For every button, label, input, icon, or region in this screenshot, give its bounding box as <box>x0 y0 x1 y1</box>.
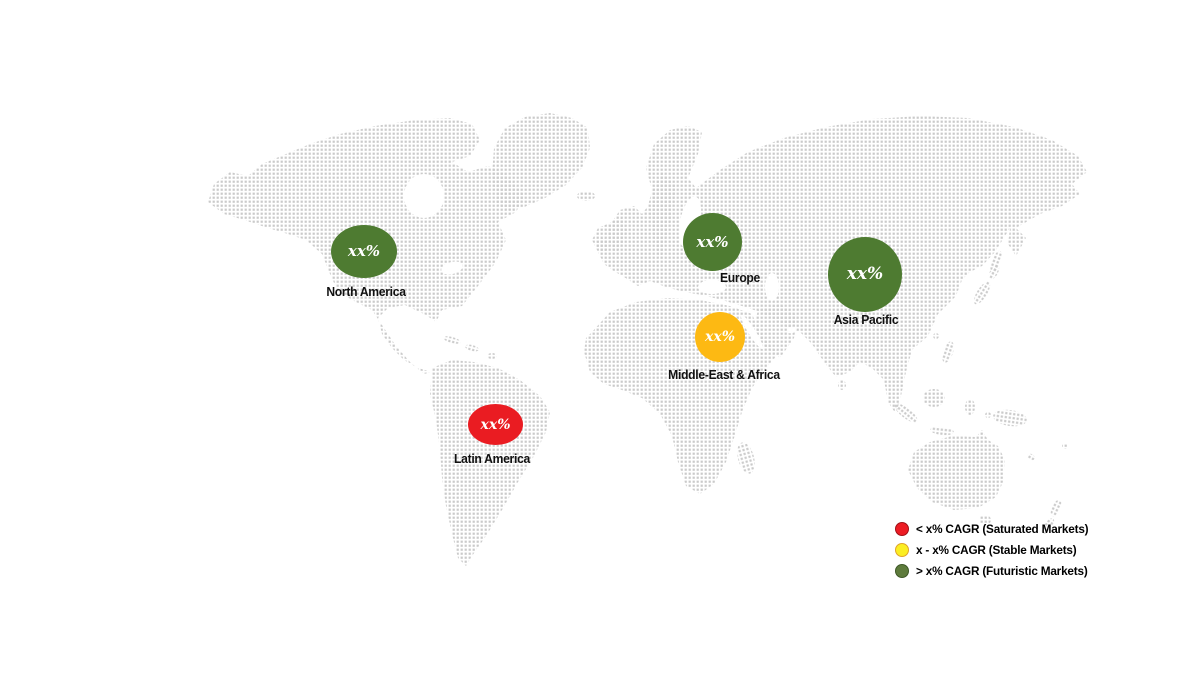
islands-philippines <box>942 341 954 363</box>
legend-item-stable-markets: x - x% CAGR (Stable Markets) <box>895 543 1092 557</box>
water-persian-gulf <box>787 326 797 334</box>
legend-dot-stable-icon <box>895 543 909 557</box>
island-new-zealand-north <box>1050 499 1062 517</box>
region-cagr-value-north-america: xx% <box>347 242 381 260</box>
legend-label-saturated: < x% CAGR (Saturated Markets) <box>916 522 1089 536</box>
island-fiji <box>1062 443 1068 449</box>
region-cagr-value-latin-america: xx% <box>480 416 511 433</box>
islands-caribbean <box>443 336 461 344</box>
region-label-north-america: North America <box>326 285 406 299</box>
region-label-latin-america: Latin America <box>454 452 530 466</box>
region-cagr-value-asia-pacific: xx% <box>846 264 884 284</box>
island-sulawesi <box>965 399 975 415</box>
island-taiwan <box>933 333 939 339</box>
water-red-sea <box>740 314 764 350</box>
island-java <box>930 426 954 436</box>
region-bubble-latin-america: xx% <box>468 404 523 445</box>
island-iceland <box>577 191 595 201</box>
islands-caribbean-2 <box>465 344 479 352</box>
island-sri-lanka <box>838 380 846 390</box>
legend-dot-futuristic-icon <box>895 564 909 578</box>
peninsula-scandinavia <box>650 172 676 262</box>
region-bubble-middle-east-africa: xx% <box>695 312 745 362</box>
island-ireland <box>597 238 609 252</box>
region-cagr-value-middle-east-africa: xx% <box>705 329 735 345</box>
island-madagascar <box>737 442 755 474</box>
region-bubble-europe: xx% <box>683 213 742 271</box>
islands-japan <box>973 281 991 305</box>
region-bubble-asia-pacific: xx% <box>828 237 902 312</box>
continent-australia <box>908 430 1005 510</box>
water-caspian-sea <box>765 273 779 301</box>
island-new-caledonia <box>1027 453 1035 461</box>
region-label-middle-east-africa: Middle-East & Africa <box>668 368 780 382</box>
legend-dot-saturated-icon <box>895 522 909 536</box>
islands-japan-2 <box>988 264 1000 280</box>
legend-label-stable: x - x% CAGR (Stable Markets) <box>916 543 1077 557</box>
island-new-zealand-south <box>1041 518 1055 534</box>
islands-caribbean-3 <box>487 353 497 359</box>
water-black-sea <box>698 280 726 294</box>
legend-label-futuristic: > x% CAGR (Futuristic Markets) <box>916 564 1088 578</box>
continent-south-america <box>430 360 550 566</box>
islands-moluccas <box>985 412 991 418</box>
water-hudson-bay <box>404 174 444 218</box>
cagr-legend: < x% CAGR (Saturated Markets) x - x% CAG… <box>895 522 1092 585</box>
island-tasmania <box>979 515 991 525</box>
water-great-lakes <box>441 261 463 275</box>
island-sumatra <box>894 403 918 423</box>
island-greenland <box>492 113 590 210</box>
region-bubble-north-america: xx% <box>331 225 397 278</box>
legend-item-saturated-markets: < x% CAGR (Saturated Markets) <box>895 522 1092 536</box>
region-label-europe: Europe <box>719 271 761 285</box>
island-borneo <box>923 389 945 407</box>
region-label-asia-pacific: Asia Pacific <box>833 313 899 327</box>
region-cagr-value-europe: xx% <box>696 232 729 251</box>
legend-item-futuristic-markets: > x% CAGR (Futuristic Markets) <box>895 564 1092 578</box>
island-new-guinea <box>993 409 1027 427</box>
island-great-britain <box>607 218 627 252</box>
